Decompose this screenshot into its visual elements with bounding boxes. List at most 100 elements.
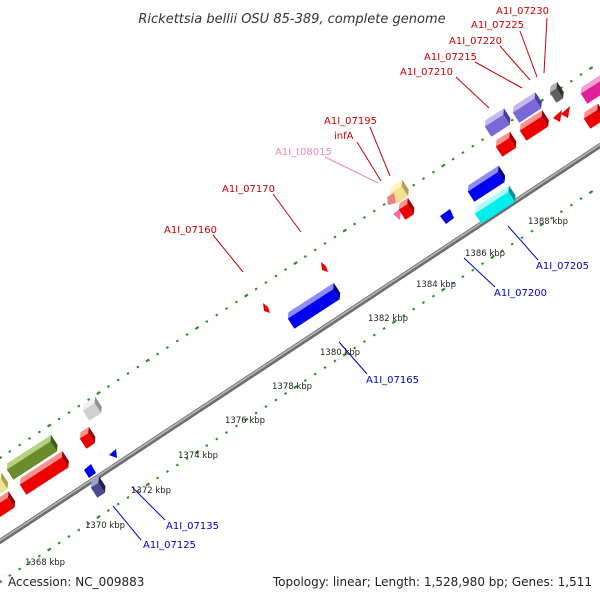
tick-mark xyxy=(569,79,573,83)
tick-mark xyxy=(333,359,337,363)
tick-mark xyxy=(342,228,348,233)
tick-mark xyxy=(490,255,495,260)
tick-mark xyxy=(37,430,41,434)
tick-mark xyxy=(243,417,249,422)
tick-mark xyxy=(194,449,200,455)
tick-mark xyxy=(421,177,426,181)
scale-label: 1368 kbp xyxy=(25,558,65,568)
tick-mark xyxy=(520,236,524,240)
gene-arrow-blue-tiny xyxy=(109,449,117,458)
tick-mark xyxy=(57,541,61,545)
tick-mark xyxy=(313,248,317,252)
forward-tick-line xyxy=(0,66,594,460)
gene-label-a1i-07215[interactable]: A1I_07215 xyxy=(424,52,477,63)
gene-feature-darkgray xyxy=(549,81,564,103)
gene-arrow-red-07160 xyxy=(263,303,270,313)
gene-feature-red-5 xyxy=(79,426,96,449)
tick-mark xyxy=(303,379,307,383)
gene-label-a1i-07205[interactable]: A1I_07205 xyxy=(536,261,589,272)
tick-mark xyxy=(559,210,563,214)
gene-label-a1i-t08015[interactable]: A1I_t08015 xyxy=(275,147,332,158)
scale-label: 1384 kbp xyxy=(416,280,456,290)
tick-mark xyxy=(215,313,219,317)
gene-arrow-blue-07135 xyxy=(84,464,96,478)
tick-mark xyxy=(431,294,435,298)
reverse-leader-lines xyxy=(112,225,539,541)
tick-mark xyxy=(264,281,268,285)
tick-mark xyxy=(126,496,130,500)
tick-mark xyxy=(67,411,71,415)
tick-mark xyxy=(185,457,189,461)
gene-label-a1i-07225[interactable]: A1I_07225 xyxy=(471,20,524,31)
tick-mark xyxy=(156,352,160,356)
forward-features xyxy=(0,73,600,521)
tick-mark xyxy=(323,242,327,246)
tick-mark xyxy=(412,183,416,187)
tick-mark xyxy=(46,547,52,552)
genome-summary: Topology: linear; Length: 1,528,980 bp; … xyxy=(272,575,592,589)
scale-label: 1376 kbp xyxy=(225,416,265,426)
leader-line xyxy=(507,225,539,261)
tick-mark xyxy=(156,476,160,480)
gene-label-a1i-07210[interactable]: A1I_07210 xyxy=(400,67,453,78)
gene-label-a1i-07200[interactable]: A1I_07200 xyxy=(494,288,547,299)
gene-feature-lightgray xyxy=(82,396,102,421)
tick-mark xyxy=(530,229,534,233)
leader-line xyxy=(356,141,382,182)
tick-mark xyxy=(96,390,101,396)
gene-feature-red-2 xyxy=(519,110,549,141)
leader-line xyxy=(338,341,368,375)
tick-mark xyxy=(421,301,426,305)
tick-mark xyxy=(303,255,307,259)
tick-mark xyxy=(8,449,12,454)
leader-line xyxy=(272,193,302,233)
leader-line xyxy=(474,61,523,89)
gene-arrow-red-07170 xyxy=(321,262,328,272)
gene-feature-lavender-2 xyxy=(512,92,542,123)
tick-mark xyxy=(588,190,594,195)
tick-mark xyxy=(126,372,130,376)
gene-arrow-red-small-1 xyxy=(553,110,562,122)
gene-feature-khaki-edge xyxy=(0,472,9,499)
tick-mark xyxy=(194,325,200,331)
gene-label-a1i-07220[interactable]: A1I_07220 xyxy=(449,36,502,47)
tick-mark xyxy=(136,489,140,493)
gene-label-a1i-07165[interactable]: A1I_07165 xyxy=(366,375,419,386)
scale-label: 1370 kbp xyxy=(85,521,125,531)
scale-label: 1388 kbp xyxy=(528,217,568,227)
scale-label: 1386 kbp xyxy=(465,249,505,259)
tick-mark xyxy=(382,327,386,331)
tick-mark xyxy=(96,514,101,520)
gene-feature-red-4 xyxy=(398,197,415,220)
tick-mark xyxy=(510,118,514,122)
gene-label-a1i-07230[interactable]: A1I_07230 xyxy=(496,6,549,17)
tick-mark xyxy=(0,455,3,460)
tick-mark xyxy=(333,235,337,239)
gene-label-a1i-07125[interactable]: A1I_07125 xyxy=(143,540,196,551)
gene-label-a1i-07170[interactable]: A1I_07170 xyxy=(222,184,275,195)
tick-mark xyxy=(372,209,376,213)
tick-mark xyxy=(284,268,288,272)
leader-line xyxy=(112,505,142,541)
gene-label-a1i-07195[interactable]: A1I_07195 xyxy=(324,116,377,127)
tick-mark xyxy=(274,274,278,278)
tick-mark xyxy=(116,502,120,506)
gene-label-a1i-07160[interactable]: A1I_07160 xyxy=(164,225,217,236)
leader-line xyxy=(455,76,490,109)
gene-feature-red-1 xyxy=(495,131,517,157)
gene-label-a1i-07135[interactable]: A1I_07135 xyxy=(166,521,219,532)
tick-mark xyxy=(27,436,32,441)
tick-mark xyxy=(165,470,169,474)
tick-mark xyxy=(37,554,41,558)
gene-feature-blue-07165 xyxy=(287,282,341,329)
gene-label-infa[interactable]: infA xyxy=(334,131,354,142)
tick-mark xyxy=(274,398,278,402)
tick-mark xyxy=(440,163,446,168)
tick-mark xyxy=(391,320,397,325)
accession-label: Accession: NC_009883 xyxy=(8,575,144,589)
forward-labels: A1I_07230 A1I_07225 A1I_07220 A1I_07215 … xyxy=(164,6,549,236)
gene-arrow-red-small-2 xyxy=(561,106,570,118)
tick-mark xyxy=(254,287,258,291)
tick-mark xyxy=(224,307,229,311)
